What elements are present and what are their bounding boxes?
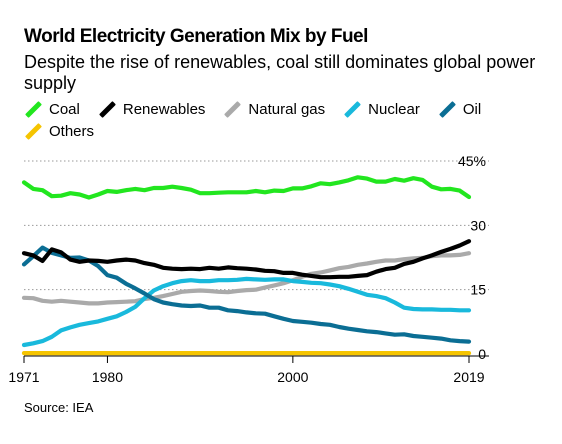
series-line-coal (21, 175, 472, 200)
legend-label-others: Others (49, 122, 95, 140)
legend-row-2: Others (24, 120, 544, 142)
legend-item-nuclear: Nuclear (343, 101, 420, 118)
series-line-renewables (21, 239, 472, 280)
legend-item-natural-gas: Natural gas (223, 101, 325, 118)
y-tick-label-0: 0 (478, 346, 486, 362)
x-tick-label-1971: 1971 (8, 369, 39, 385)
legend-item-coal: Coal (24, 101, 80, 118)
legend: Coal Renewables Natural gas Nuclear Oil … (24, 98, 544, 142)
legend-label-oil: Oil (462, 100, 482, 118)
chart-subtitle: Despite the rise of renewables, coal sti… (24, 52, 536, 93)
legend-label-natural-gas: Natural gas (248, 100, 326, 118)
x-tick-label-1980: 1980 (92, 369, 123, 385)
x-tick-label-2019: 2019 (453, 369, 484, 385)
legend-row-1: Coal Renewables Natural gas Nuclear Oil (24, 98, 544, 120)
legend-item-oil: Oil (438, 101, 481, 118)
series-line-nuclear (21, 276, 472, 348)
chart-title: World Electricity Generation Mix by Fuel (24, 26, 368, 47)
legend-item-renewables: Renewables (98, 100, 206, 118)
source-note: Source: IEA (24, 400, 94, 415)
y-tick-label-30: 30 (470, 217, 486, 233)
legend-label-coal: Coal (49, 100, 80, 118)
legend-label-nuclear: Nuclear (368, 100, 420, 118)
legend-item-others: Others (24, 123, 94, 140)
series-line-oil (21, 245, 472, 344)
legend-label-renewables: Renewables (122, 100, 206, 118)
series-line-natural-gas (21, 251, 472, 306)
y-tick-label-15: 15 (470, 282, 486, 298)
y-tick-label-45: 45% (458, 153, 486, 169)
x-tick-label-2000: 2000 (277, 369, 308, 385)
